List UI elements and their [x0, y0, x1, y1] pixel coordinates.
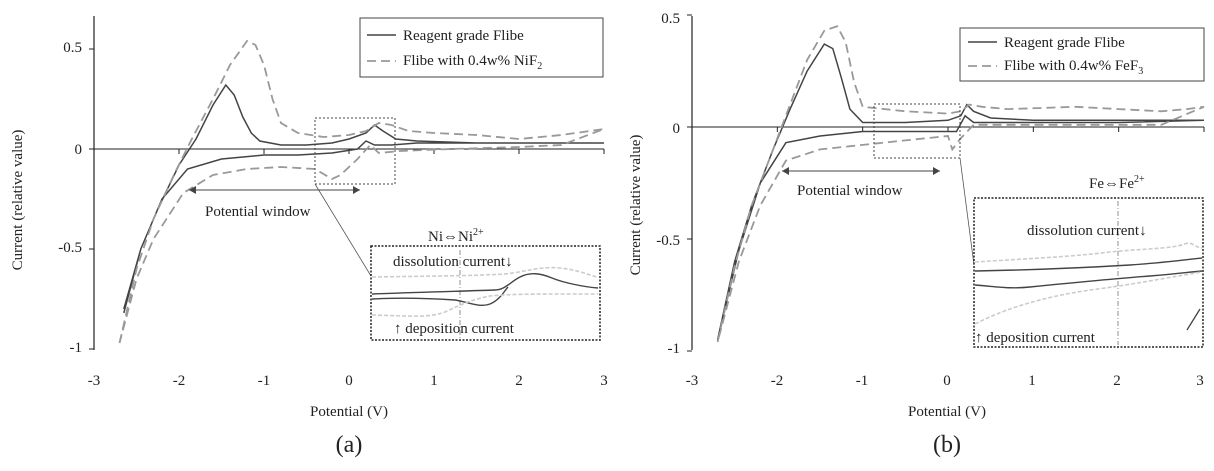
potential-window-arrow-b — [782, 167, 940, 175]
inset-a: dissolution current↓ ↑ deposition curren… — [371, 246, 600, 340]
potential-window-arrow-a — [189, 186, 360, 194]
x-tick-label: 1 — [1028, 373, 1036, 389]
legend-label-reagent-a: Reagent grade Flibe — [403, 28, 524, 44]
y-tick-label: 0 — [673, 121, 681, 137]
x-tick-label: -3 — [88, 373, 101, 389]
reaction-label-b: Fe⇔Fe2+ — [1089, 174, 1145, 192]
inset-box-b — [974, 198, 1203, 347]
y-tick-label: -0.5 — [656, 233, 680, 249]
y-tick-label: 0 — [75, 142, 83, 158]
x-tick-label: 1 — [430, 373, 438, 389]
x-tick-label: 2 — [1113, 373, 1121, 389]
zoom-leader-a — [315, 184, 371, 276]
panel-b: -1 -0.5 0 0.5 -3 -2 -1 0 1 2 3 Potential… — [628, 11, 1204, 458]
x-tick-labels-a: -3 -2 -1 0 1 2 3 — [88, 373, 608, 389]
x-tick-labels-b: -3 -2 -1 0 1 2 3 — [686, 373, 1204, 389]
x-tick-label: 0 — [345, 373, 353, 389]
inset-b: dissolution current↓ ↑ deposition curren… — [974, 198, 1203, 347]
deposition-label-a: ↑ deposition current — [394, 321, 515, 337]
legend-a: Reagent grade Flibe Flibe with 0.4w% NiF… — [360, 18, 603, 77]
zoom-box-a — [315, 118, 395, 184]
x-tick-label: 2 — [515, 373, 523, 389]
y-axis-label-a: Current (relative value) — [10, 130, 26, 271]
legend-label-reagent-b: Reagent grade Flibe — [1004, 35, 1125, 51]
y-axis-label-b: Current (relative value) — [628, 135, 644, 276]
y-tick-label: -1 — [668, 341, 681, 357]
panel-label-a: (a) — [336, 432, 363, 458]
zoom-leader-b — [960, 158, 974, 265]
x-tick-label: 3 — [1196, 373, 1204, 389]
x-tick-label: -1 — [258, 373, 271, 389]
x-tick-label: -2 — [173, 373, 186, 389]
y-tick-labels-a: -1 -0.5 0 0.5 — [58, 40, 82, 356]
y-tick-label: 0.5 — [661, 11, 680, 27]
x-tick-label: -1 — [856, 373, 869, 389]
x-tick-label: 3 — [600, 373, 608, 389]
x-tick-label: -3 — [686, 373, 699, 389]
panel-label-b: (b) — [933, 432, 961, 458]
reaction-label-a: Ni⇔Ni2+ — [428, 227, 484, 245]
y-tick-label: -0.5 — [58, 240, 82, 256]
x-tick-label: -2 — [771, 373, 784, 389]
x-tick-label: 0 — [943, 373, 951, 389]
x-axis-label-a: Potential (V) — [310, 404, 388, 420]
potential-window-label-a: Potential window — [205, 204, 311, 220]
legend-b: Reagent grade Flibe Flibe with 0.4w% FeF… — [960, 28, 1204, 81]
panel-a: -1 -0.5 0 0.5 -3 -2 -1 0 1 2 3 Potential… — [10, 16, 608, 458]
y-tick-label: -1 — [70, 340, 83, 356]
deposition-label-b: ↑ deposition current — [975, 330, 1096, 346]
x-axis-label-b: Potential (V) — [908, 404, 986, 420]
dissolution-label-a: dissolution current↓ — [393, 254, 513, 270]
y-tick-labels-b: -1 -0.5 0 0.5 — [656, 11, 680, 357]
potential-window-label-b: Potential window — [797, 183, 903, 199]
dissolution-label-b: dissolution current↓ — [1027, 223, 1147, 239]
y-tick-label: 0.5 — [63, 40, 82, 56]
